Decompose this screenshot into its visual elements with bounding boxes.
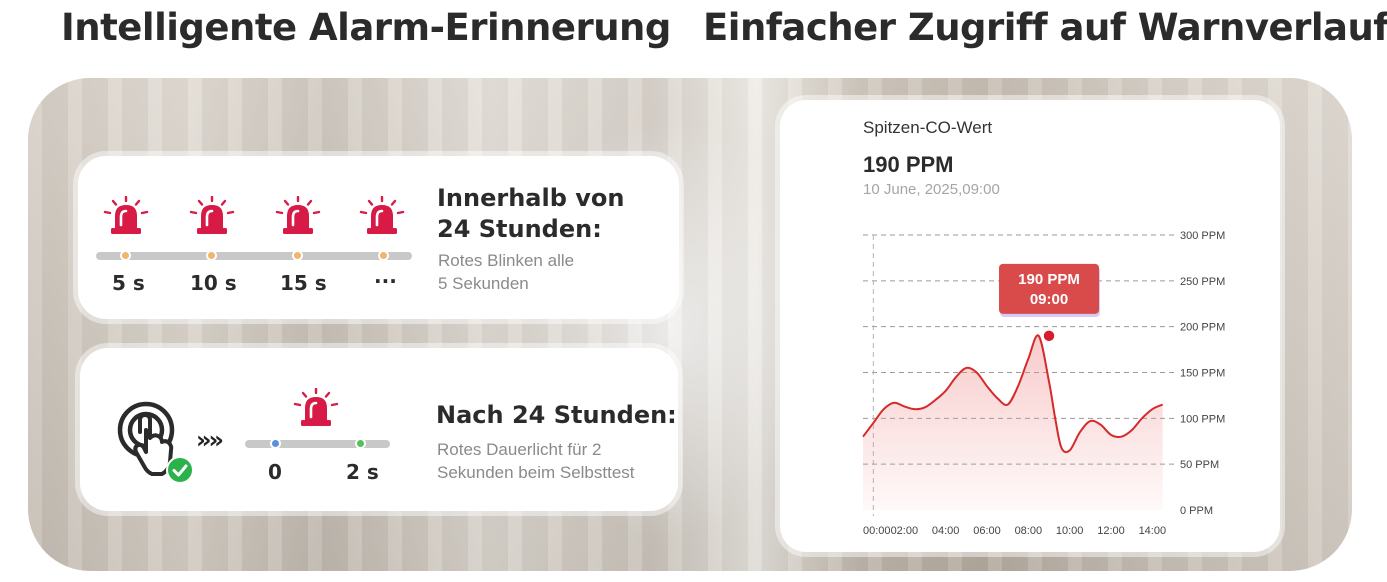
peak-tooltip: 190 PPM 09:00 — [999, 263, 1100, 317]
blink-alarm-card: 5 s 10 s 15 s ··· Innerhalb von 24 Stund… — [78, 156, 679, 319]
description-line: 5 Sekunden — [438, 274, 529, 293]
timeline-dot-start — [270, 438, 281, 449]
x-tick-label: 12:00 — [1097, 525, 1125, 537]
siren-alarm-icon — [188, 196, 236, 240]
siren-alarm-icon — [102, 196, 150, 240]
description-line: Rotes Dauerlicht für 2 — [437, 440, 602, 459]
tick-label: 2 s — [346, 460, 379, 484]
tick-label: ··· — [374, 269, 397, 293]
timeline-dot-end — [355, 438, 366, 449]
x-tick-label: 02:00 — [891, 525, 919, 537]
tooltip-value: 190 PPM — [1018, 271, 1080, 288]
y-tick-label: 150 PPM — [1180, 368, 1225, 380]
steady-alarm-card: »» 0 2 s Nach 24 Stunden: Rotes Dauerlic… — [80, 348, 678, 511]
x-tick-label: 14:00 — [1139, 525, 1167, 537]
y-tick-label: 250 PPM — [1180, 276, 1225, 288]
finger-tap-icon — [117, 401, 175, 476]
x-tick-label: 00:00 — [863, 525, 891, 537]
headline-warning-history: Einfacher Zugriff auf Warnverlauf — [703, 6, 1387, 49]
title-line: Innerhalb von — [437, 184, 625, 212]
peak-date: 10 June, 2025,09:00 — [863, 181, 1000, 198]
y-tick-label: 50 PPM — [1180, 459, 1219, 471]
description-line: Rotes Blinken alle — [438, 251, 575, 270]
tick-label: 0 — [268, 460, 282, 484]
blink-card-title: Innerhalb von 24 Stunden: — [437, 183, 624, 245]
x-tick-label: 08:00 — [1015, 525, 1043, 537]
description-line: Sekunden beim Selbsttest — [437, 463, 635, 482]
chart-label: Spitzen-CO-Wert — [863, 118, 993, 137]
timeline-dot — [206, 250, 217, 261]
tooltip-box — [999, 263, 1099, 314]
series-area — [863, 335, 1163, 510]
blink-card-description: Rotes Blinken alle 5 Sekunden — [438, 249, 574, 295]
siren-alarm-icon — [358, 196, 406, 240]
timeline-track — [245, 440, 390, 448]
tick-label: 5 s — [112, 271, 145, 295]
y-tick-label: 200 PPM — [1180, 322, 1225, 334]
check-circle-icon — [166, 456, 194, 484]
y-tick-label: 0 PPM — [1180, 505, 1213, 517]
steady-card-description: Rotes Dauerlicht für 2 Sekunden beim Sel… — [437, 438, 635, 484]
title-line: 24 Stunden: — [437, 215, 602, 243]
headline-alarm-reminder: Intelligente Alarm-Erinnerung — [61, 6, 671, 49]
timeline-dot — [120, 250, 131, 261]
arrow-indicator: »» — [196, 426, 224, 454]
warning-history-chart-card: Spitzen-CO-Wert 190 PPM 10 June, 2025,09… — [780, 100, 1280, 552]
x-tick-label: 06:00 — [973, 525, 1001, 537]
y-tick-label: 100 PPM — [1180, 413, 1225, 425]
tooltip-time: 09:00 — [1030, 291, 1068, 308]
siren-alarm-icon — [292, 388, 340, 432]
tick-label: 15 s — [280, 271, 327, 295]
series-line — [862, 334, 1164, 454]
peak-point — [1042, 329, 1056, 343]
x-tick-label: 10:00 — [1056, 525, 1084, 537]
timeline-track — [96, 252, 412, 260]
co-history-chart: 0 PPM 50 PPM 100 PPM 150 PPM 200 PPM 250 PPM 3… — [862, 230, 1225, 537]
x-tick-label: 04:00 — [932, 525, 960, 537]
timeline-dot — [378, 250, 389, 261]
peak-value: 190 PPM — [863, 152, 954, 177]
steady-card-title: Nach 24 Stunden: — [436, 401, 677, 429]
tick-label: 10 s — [190, 271, 237, 295]
timeline-dot — [292, 250, 303, 261]
y-tick-label: 300 PPM — [1180, 230, 1225, 242]
siren-alarm-icon — [274, 196, 322, 240]
